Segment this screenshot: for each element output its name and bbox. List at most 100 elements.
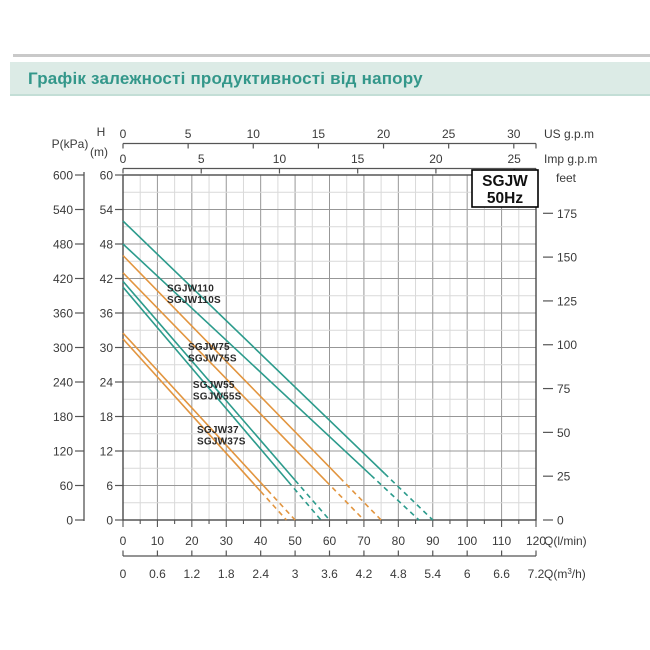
axis-us_gpm	[122, 142, 537, 149]
axis-unit-label: (m)	[90, 145, 108, 159]
grid	[123, 175, 536, 520]
series-SGJW55-solid	[122, 280, 296, 481]
series-label-SGJW37: SGJW37 SGJW37S	[197, 425, 246, 448]
series-SGJW75S	[122, 272, 365, 521]
series-label-SGJW55: SGJW55 SGJW55S	[193, 380, 242, 403]
tick-label: 150	[557, 251, 577, 265]
tick-label: 60	[323, 534, 337, 548]
tick-label: 54	[100, 203, 114, 217]
axis-unit-label: feet	[556, 171, 577, 185]
tick-label: 50	[557, 426, 571, 440]
tick-label: 60	[60, 479, 74, 493]
tick-label: 4.8	[390, 567, 407, 581]
tick-label: 0	[120, 567, 127, 581]
tick-label: 7.2	[528, 567, 545, 581]
series-SGJW37-dashed	[266, 489, 296, 521]
tick-label: 25	[557, 470, 571, 484]
tick-label: 0	[120, 127, 127, 141]
axis-q-m3h: Q(m3/h)	[122, 550, 586, 581]
series-SGJW55	[122, 280, 331, 521]
series-SGJW55S	[122, 286, 322, 521]
tick-label: 110	[492, 534, 511, 548]
series-SGJW75S-dashed	[325, 480, 365, 521]
series-SGJW110-solid	[122, 220, 386, 475]
tick-label: 0	[557, 514, 564, 528]
tick-label: 5	[185, 127, 192, 141]
tick-label: 10	[247, 127, 261, 141]
series-SGJW110S-dashed	[370, 474, 420, 521]
tick-label: 30	[100, 341, 114, 355]
series-SGJW55S-dashed	[287, 481, 322, 521]
tick-label: 175	[557, 207, 577, 221]
tick-label: 125	[557, 294, 577, 308]
series-SGJW37-solid	[122, 332, 269, 491]
tick-label: 18	[100, 410, 114, 424]
axis-unit-label: US g.p.m	[544, 127, 594, 141]
tick-label: 5.4	[424, 567, 441, 581]
top-divider	[13, 54, 650, 57]
tick-label: 0	[120, 152, 127, 166]
tick-label: 0.6	[149, 567, 166, 581]
tick-label: 25	[442, 127, 456, 141]
tick-label: 80	[392, 534, 406, 548]
series-SGJW37S	[122, 338, 288, 521]
tick-label: 60	[100, 169, 114, 183]
tick-label: 30	[220, 534, 234, 548]
tick-label: 4.2	[356, 567, 373, 581]
tick-label: 1.2	[183, 567, 200, 581]
tick-label: 40	[254, 534, 268, 548]
tick-label: 600	[53, 169, 73, 183]
tick-label: 100	[457, 534, 477, 548]
title-bar: Графік залежності продуктивності від нап…	[10, 62, 650, 96]
series-SGJW37S-solid	[122, 338, 262, 492]
tick-label: 90	[426, 534, 440, 548]
tick-label: 25	[507, 152, 521, 166]
tick-label: 20	[185, 534, 199, 548]
tick-label: 6	[464, 567, 471, 581]
tick-label: 42	[100, 272, 114, 286]
tick-label: 0	[120, 534, 127, 548]
tick-label: 20	[377, 127, 391, 141]
series-SGJW110S	[122, 243, 420, 521]
model-box-frame	[471, 169, 539, 208]
series-SGJW75-solid	[122, 254, 341, 479]
tick-label: 36	[100, 307, 114, 321]
tick-label: 180	[53, 410, 73, 424]
tick-label: 2.4	[252, 567, 269, 581]
axis-unit-label: P(kPa)	[52, 137, 89, 151]
series-label-SGJW110: SGJW110 SGJW110S	[167, 284, 221, 307]
model-box-series: SGJW	[482, 173, 528, 190]
series-SGJW55S-solid	[122, 286, 289, 483]
tick-label: 100	[557, 338, 577, 352]
series-SGJW75-dashed	[339, 477, 382, 521]
tick-label: 24	[100, 376, 114, 390]
series-label-SGJW75: SGJW75 SGJW75S	[188, 342, 237, 365]
axis-q-lmin	[122, 520, 537, 527]
tick-label: 3.6	[321, 567, 338, 581]
axis-feet	[543, 212, 553, 521]
page-title: Графік залежності продуктивності від нап…	[28, 69, 423, 88]
tick-label: 360	[53, 307, 73, 321]
axis-unit-label: H	[97, 125, 106, 139]
tick-label: 420	[53, 272, 73, 286]
tick-label: 70	[357, 534, 371, 548]
tick-label: 0	[106, 514, 113, 528]
series-SGJW37	[122, 332, 296, 521]
axis-p-kpa	[75, 172, 85, 521]
tick-label: 1.8	[218, 567, 235, 581]
series-SGJW75	[122, 254, 382, 521]
tick-label: 120	[526, 534, 546, 548]
tick-label: 6	[106, 479, 113, 493]
tick-label: 10	[151, 534, 165, 548]
series-SGJW110-dashed	[384, 472, 434, 521]
tick-label: 120	[53, 445, 73, 459]
model-box	[471, 169, 539, 208]
tick-label: 10	[273, 152, 287, 166]
tick-label: 75	[557, 382, 571, 396]
axis-unit-label: Q(m3/h)	[544, 567, 586, 581]
axis-unit-label: Q(l/min)	[544, 534, 587, 548]
tick-label: 240	[53, 376, 73, 390]
tick-label: 540	[53, 203, 73, 217]
